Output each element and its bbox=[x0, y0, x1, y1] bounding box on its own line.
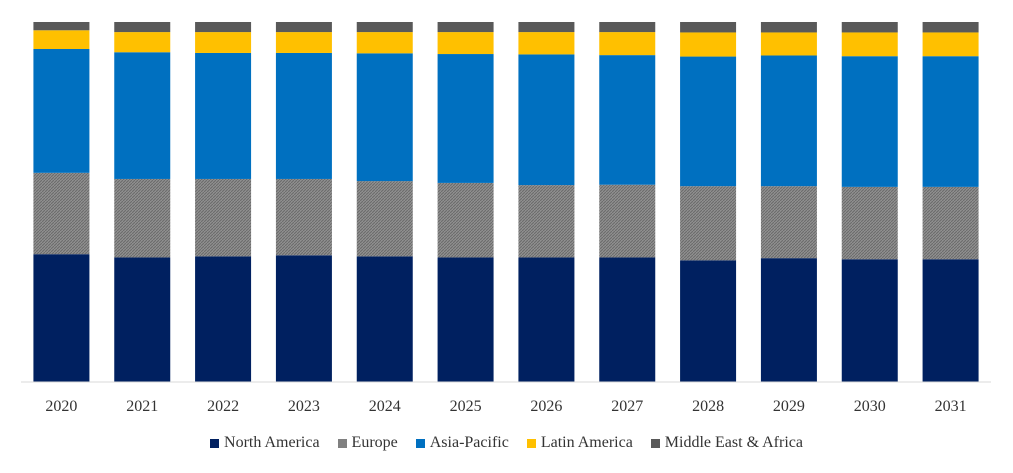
legend-swatch-asia-pacific bbox=[415, 438, 425, 448]
bar-segment-north-america-2030 bbox=[841, 259, 898, 382]
x-tick-label: 2021 bbox=[126, 398, 158, 415]
legend-label: Middle East & Africa bbox=[664, 434, 803, 451]
bar-segment-europe-2024 bbox=[356, 181, 413, 257]
legend-item-middle-east-africa: Middle East & Africa bbox=[650, 434, 803, 452]
bar-segment-middle-east-africa-2030 bbox=[841, 22, 898, 33]
x-tick-label: 2026 bbox=[530, 398, 562, 415]
bar-segment-asia-pacific-2022 bbox=[195, 52, 252, 179]
bar-segment-latin-america-2023 bbox=[275, 32, 332, 53]
bar-segment-latin-america-2031 bbox=[922, 32, 979, 57]
bar-segment-asia-pacific-2020 bbox=[33, 49, 90, 173]
bar-segment-latin-america-2024 bbox=[356, 32, 413, 54]
bar-segment-middle-east-africa-2031 bbox=[922, 22, 979, 33]
x-tick-label: 2024 bbox=[369, 398, 401, 415]
bar-segment-europe-2029 bbox=[760, 186, 817, 259]
legend-item-europe: Europe bbox=[337, 434, 398, 452]
x-tick-label: 2025 bbox=[450, 398, 482, 415]
legend-swatch-latin-america bbox=[526, 438, 536, 448]
bar-segment-asia-pacific-2026 bbox=[518, 54, 575, 186]
bars-group bbox=[33, 22, 979, 382]
legend-swatch-europe bbox=[337, 438, 347, 448]
bar-segment-north-america-2021 bbox=[114, 257, 171, 382]
legend-label: Asia-Pacific bbox=[429, 434, 509, 451]
bar-segment-latin-america-2026 bbox=[518, 32, 575, 55]
x-tick-label: 2028 bbox=[692, 398, 724, 415]
x-tick-label: 2029 bbox=[773, 398, 805, 415]
bar-segment-north-america-2023 bbox=[275, 255, 332, 382]
x-tick-label: 2023 bbox=[288, 398, 320, 415]
bar-segment-latin-america-2020 bbox=[33, 30, 90, 49]
legend-label: North America bbox=[224, 434, 320, 451]
bar-segment-asia-pacific-2024 bbox=[356, 53, 413, 182]
bar-segment-middle-east-africa-2021 bbox=[114, 22, 171, 33]
bar-segment-europe-2020 bbox=[33, 172, 90, 255]
bar-segment-asia-pacific-2023 bbox=[275, 52, 332, 179]
bar-segment-europe-2030 bbox=[841, 186, 898, 260]
bar-segment-middle-east-africa-2026 bbox=[518, 22, 575, 33]
legend-item-asia-pacific: Asia-Pacific bbox=[415, 434, 509, 452]
bar-segment-north-america-2024 bbox=[356, 256, 413, 382]
bar-segment-latin-america-2022 bbox=[195, 32, 252, 53]
bar-segment-latin-america-2028 bbox=[680, 32, 737, 57]
bar-segment-asia-pacific-2031 bbox=[922, 56, 979, 187]
x-tick-label: 2022 bbox=[207, 398, 239, 415]
legend-swatch-middle-east-africa bbox=[650, 438, 660, 448]
legend-swatch-north-america bbox=[210, 438, 220, 448]
x-tick-label: 2020 bbox=[45, 398, 77, 415]
bar-segment-europe-2021 bbox=[114, 178, 171, 258]
bar-segment-middle-east-africa-2020 bbox=[33, 22, 90, 31]
bar-segment-europe-2026 bbox=[518, 185, 575, 258]
x-tick-label: 2030 bbox=[854, 398, 886, 415]
bar-segment-north-america-2031 bbox=[922, 259, 979, 382]
legend-label: Latin America bbox=[540, 434, 633, 451]
bar-segment-asia-pacific-2030 bbox=[841, 56, 898, 187]
bar-segment-north-america-2027 bbox=[599, 257, 656, 382]
bar-segment-middle-east-africa-2027 bbox=[599, 22, 656, 33]
bar-segment-europe-2022 bbox=[195, 178, 252, 257]
bar-segment-latin-america-2029 bbox=[760, 32, 817, 56]
bar-segment-asia-pacific-2027 bbox=[599, 55, 656, 185]
bar-segment-europe-2031 bbox=[922, 186, 979, 260]
bar-segment-north-america-2026 bbox=[518, 257, 575, 382]
bar-segment-middle-east-africa-2022 bbox=[195, 22, 252, 33]
bar-segment-north-america-2028 bbox=[680, 260, 737, 382]
bar-segment-north-america-2020 bbox=[33, 254, 90, 382]
bar-segment-europe-2028 bbox=[680, 186, 737, 261]
bar-segment-asia-pacific-2028 bbox=[680, 56, 737, 187]
legend: North America Europe Asia-Pacific Latin … bbox=[0, 430, 1013, 456]
stacked-bar-chart: 2020 2021 2022 2023 2024 2025 2026 2027 2028 2029… bbox=[21, 22, 991, 415]
bar-segment-europe-2027 bbox=[599, 184, 656, 258]
bar-segment-latin-america-2030 bbox=[841, 32, 898, 57]
bar-segment-north-america-2029 bbox=[760, 258, 817, 382]
bar-segment-middle-east-africa-2024 bbox=[356, 22, 413, 33]
bar-segment-latin-america-2027 bbox=[599, 32, 656, 56]
x-tick-labels: 2020 2021 2022 2023 2024 2025 2026 2027 2028 2029… bbox=[45, 398, 966, 415]
bar-segment-asia-pacific-2029 bbox=[760, 55, 817, 187]
bar-segment-middle-east-africa-2023 bbox=[275, 22, 332, 33]
bar-segment-latin-america-2025 bbox=[437, 32, 494, 55]
bar-segment-europe-2025 bbox=[437, 182, 494, 258]
legend-item-north-america: North America bbox=[210, 434, 320, 452]
bar-segment-asia-pacific-2021 bbox=[114, 52, 171, 179]
legend-item-latin-america: Latin America bbox=[526, 434, 633, 452]
bar-segment-north-america-2022 bbox=[195, 256, 252, 382]
bar-segment-latin-america-2021 bbox=[114, 32, 171, 53]
bar-segment-middle-east-africa-2029 bbox=[760, 22, 817, 33]
x-tick-label: 2027 bbox=[611, 398, 643, 415]
legend-label: Europe bbox=[351, 434, 398, 451]
bar-segment-middle-east-africa-2028 bbox=[680, 22, 737, 33]
bar-segment-europe-2023 bbox=[275, 178, 332, 256]
bar-segment-middle-east-africa-2025 bbox=[437, 22, 494, 33]
bar-segment-asia-pacific-2025 bbox=[437, 54, 494, 183]
bar-segment-north-america-2025 bbox=[437, 257, 494, 382]
x-tick-label: 2031 bbox=[935, 398, 967, 415]
